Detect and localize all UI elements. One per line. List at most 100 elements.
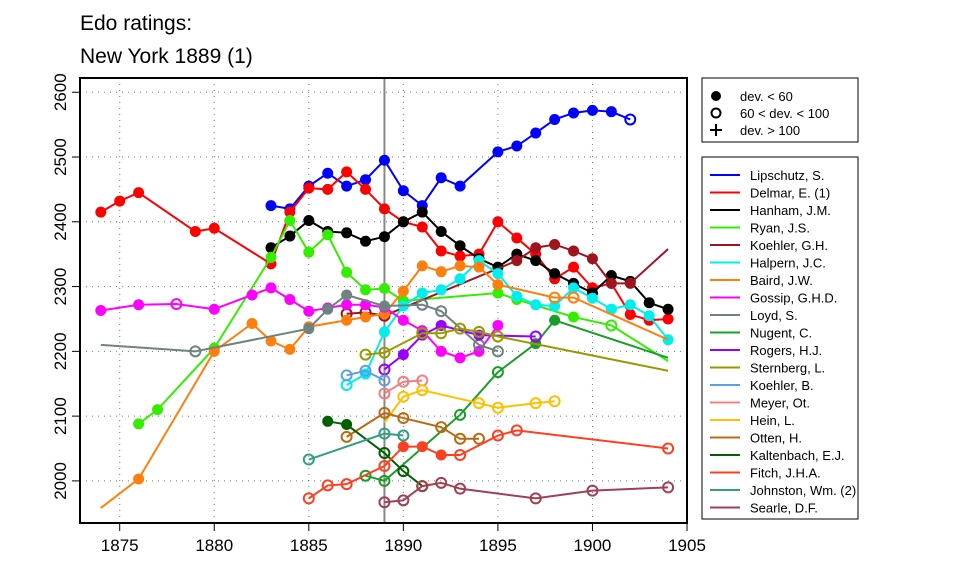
data-point-filled xyxy=(322,303,334,315)
legend-label: Baird, J.W. xyxy=(750,273,813,288)
axes: 1875 1880 1885 1890 1895 1900 1905 2000 2100 2200… xyxy=(51,73,706,555)
y-tick-label: 2300 xyxy=(51,268,70,306)
data-point-filled xyxy=(284,215,296,227)
series-halpern-j-c- xyxy=(340,255,674,392)
y-tick-label: 2600 xyxy=(51,73,70,111)
data-point-filled xyxy=(435,172,447,184)
data-point-filled xyxy=(397,349,409,361)
data-point-filled xyxy=(265,200,277,212)
data-point-filled xyxy=(303,215,315,227)
series-koehler-b- xyxy=(340,364,391,387)
data-point-filled xyxy=(397,185,409,197)
data-point-filled xyxy=(568,261,580,273)
data-point-filled xyxy=(454,352,466,364)
legend-label: Loyd, S. xyxy=(750,308,798,323)
data-point-open xyxy=(491,345,504,358)
data-point-filled xyxy=(303,305,315,317)
data-point-filled xyxy=(397,216,409,228)
data-point-filled xyxy=(568,245,580,257)
data-point-filled xyxy=(95,305,107,317)
data-point-open xyxy=(378,447,391,460)
data-point-filled xyxy=(549,113,561,125)
data-point-filled xyxy=(303,323,315,335)
data-point-filled xyxy=(492,146,504,158)
data-point-filled xyxy=(303,246,315,258)
data-point-open xyxy=(454,482,467,495)
series-meyer-ot- xyxy=(378,374,429,400)
series-line xyxy=(346,259,669,386)
data-point-filled xyxy=(341,166,353,178)
legend-label: Sternberg, L. xyxy=(750,361,825,376)
data-point-open xyxy=(359,348,372,361)
data-point-filled xyxy=(435,345,447,357)
series-lipschutz-s- xyxy=(265,104,637,215)
data-point-filled xyxy=(511,255,523,267)
data-point-filled xyxy=(511,290,523,302)
series-line xyxy=(138,218,669,425)
data-point-filled xyxy=(473,261,485,273)
data-point-filled xyxy=(284,206,296,218)
legend-label: Gossip, G.H.D. xyxy=(750,291,837,306)
data-point-open xyxy=(529,397,542,410)
data-point-open xyxy=(454,448,467,461)
data-point-open xyxy=(567,291,580,304)
data-point-open xyxy=(416,327,429,340)
data-point-filled xyxy=(322,229,334,241)
series-line xyxy=(327,420,423,487)
legend-label: Rogers, H.J. xyxy=(750,343,822,358)
data-point-filled xyxy=(605,303,617,315)
data-point-filled xyxy=(360,311,372,323)
data-point-open xyxy=(340,430,353,443)
x-tick-label: 1900 xyxy=(574,536,612,555)
data-point-open xyxy=(454,408,467,421)
data-point-filled xyxy=(265,251,277,263)
data-point-open xyxy=(662,442,675,455)
data-point-filled xyxy=(284,294,296,306)
data-point-filled xyxy=(568,107,580,119)
series-line xyxy=(383,389,555,424)
data-point-filled xyxy=(208,222,220,234)
data-point-open xyxy=(359,364,372,377)
y-tick-label: 2100 xyxy=(51,397,70,435)
data-point-filled xyxy=(246,317,258,329)
data-point-filled xyxy=(265,335,277,347)
data-point-open xyxy=(510,424,523,437)
data-point-filled xyxy=(511,232,523,244)
data-point-filled xyxy=(133,299,145,311)
data-point-open xyxy=(302,453,315,466)
series-legend-box xyxy=(701,156,859,520)
data-point-filled xyxy=(341,180,353,192)
data-point-filled xyxy=(378,283,390,295)
data-point-filled xyxy=(605,277,617,289)
legend-label: Koehler, G.H. xyxy=(750,238,828,253)
data-point-open xyxy=(435,305,448,318)
marker-legend-label: dev. < 60 xyxy=(740,89,793,104)
legend-label: Nugent, C. xyxy=(750,326,812,341)
x-tick-label: 1905 xyxy=(668,536,706,555)
data-point-open xyxy=(378,406,391,419)
data-point-filled xyxy=(397,441,409,453)
data-point-open xyxy=(624,113,637,126)
data-point-filled xyxy=(341,314,353,326)
data-point-filled xyxy=(530,299,542,311)
data-point-filled xyxy=(549,238,561,250)
data-point-filled xyxy=(322,415,334,427)
data-point-filled xyxy=(303,182,315,194)
series-johnston-wm- xyxy=(302,427,410,466)
data-point-filled xyxy=(284,343,296,355)
x-tick-label: 1895 xyxy=(479,536,517,555)
data-point-open xyxy=(416,480,429,493)
data-point-filled xyxy=(454,260,466,272)
data-point-filled xyxy=(492,268,504,280)
data-point-filled xyxy=(435,284,447,296)
data-point-open xyxy=(189,345,202,358)
series-hein-l- xyxy=(383,384,561,424)
series-sternberg-l- xyxy=(359,322,669,372)
data-point-open xyxy=(491,429,504,442)
data-point-filled xyxy=(435,449,447,461)
data-point-filled xyxy=(341,266,353,278)
legend-label: Meyer, Ot. xyxy=(750,396,810,411)
data-point-filled xyxy=(492,287,504,299)
legend-label: Kaltenbach, E.J. xyxy=(750,448,845,463)
